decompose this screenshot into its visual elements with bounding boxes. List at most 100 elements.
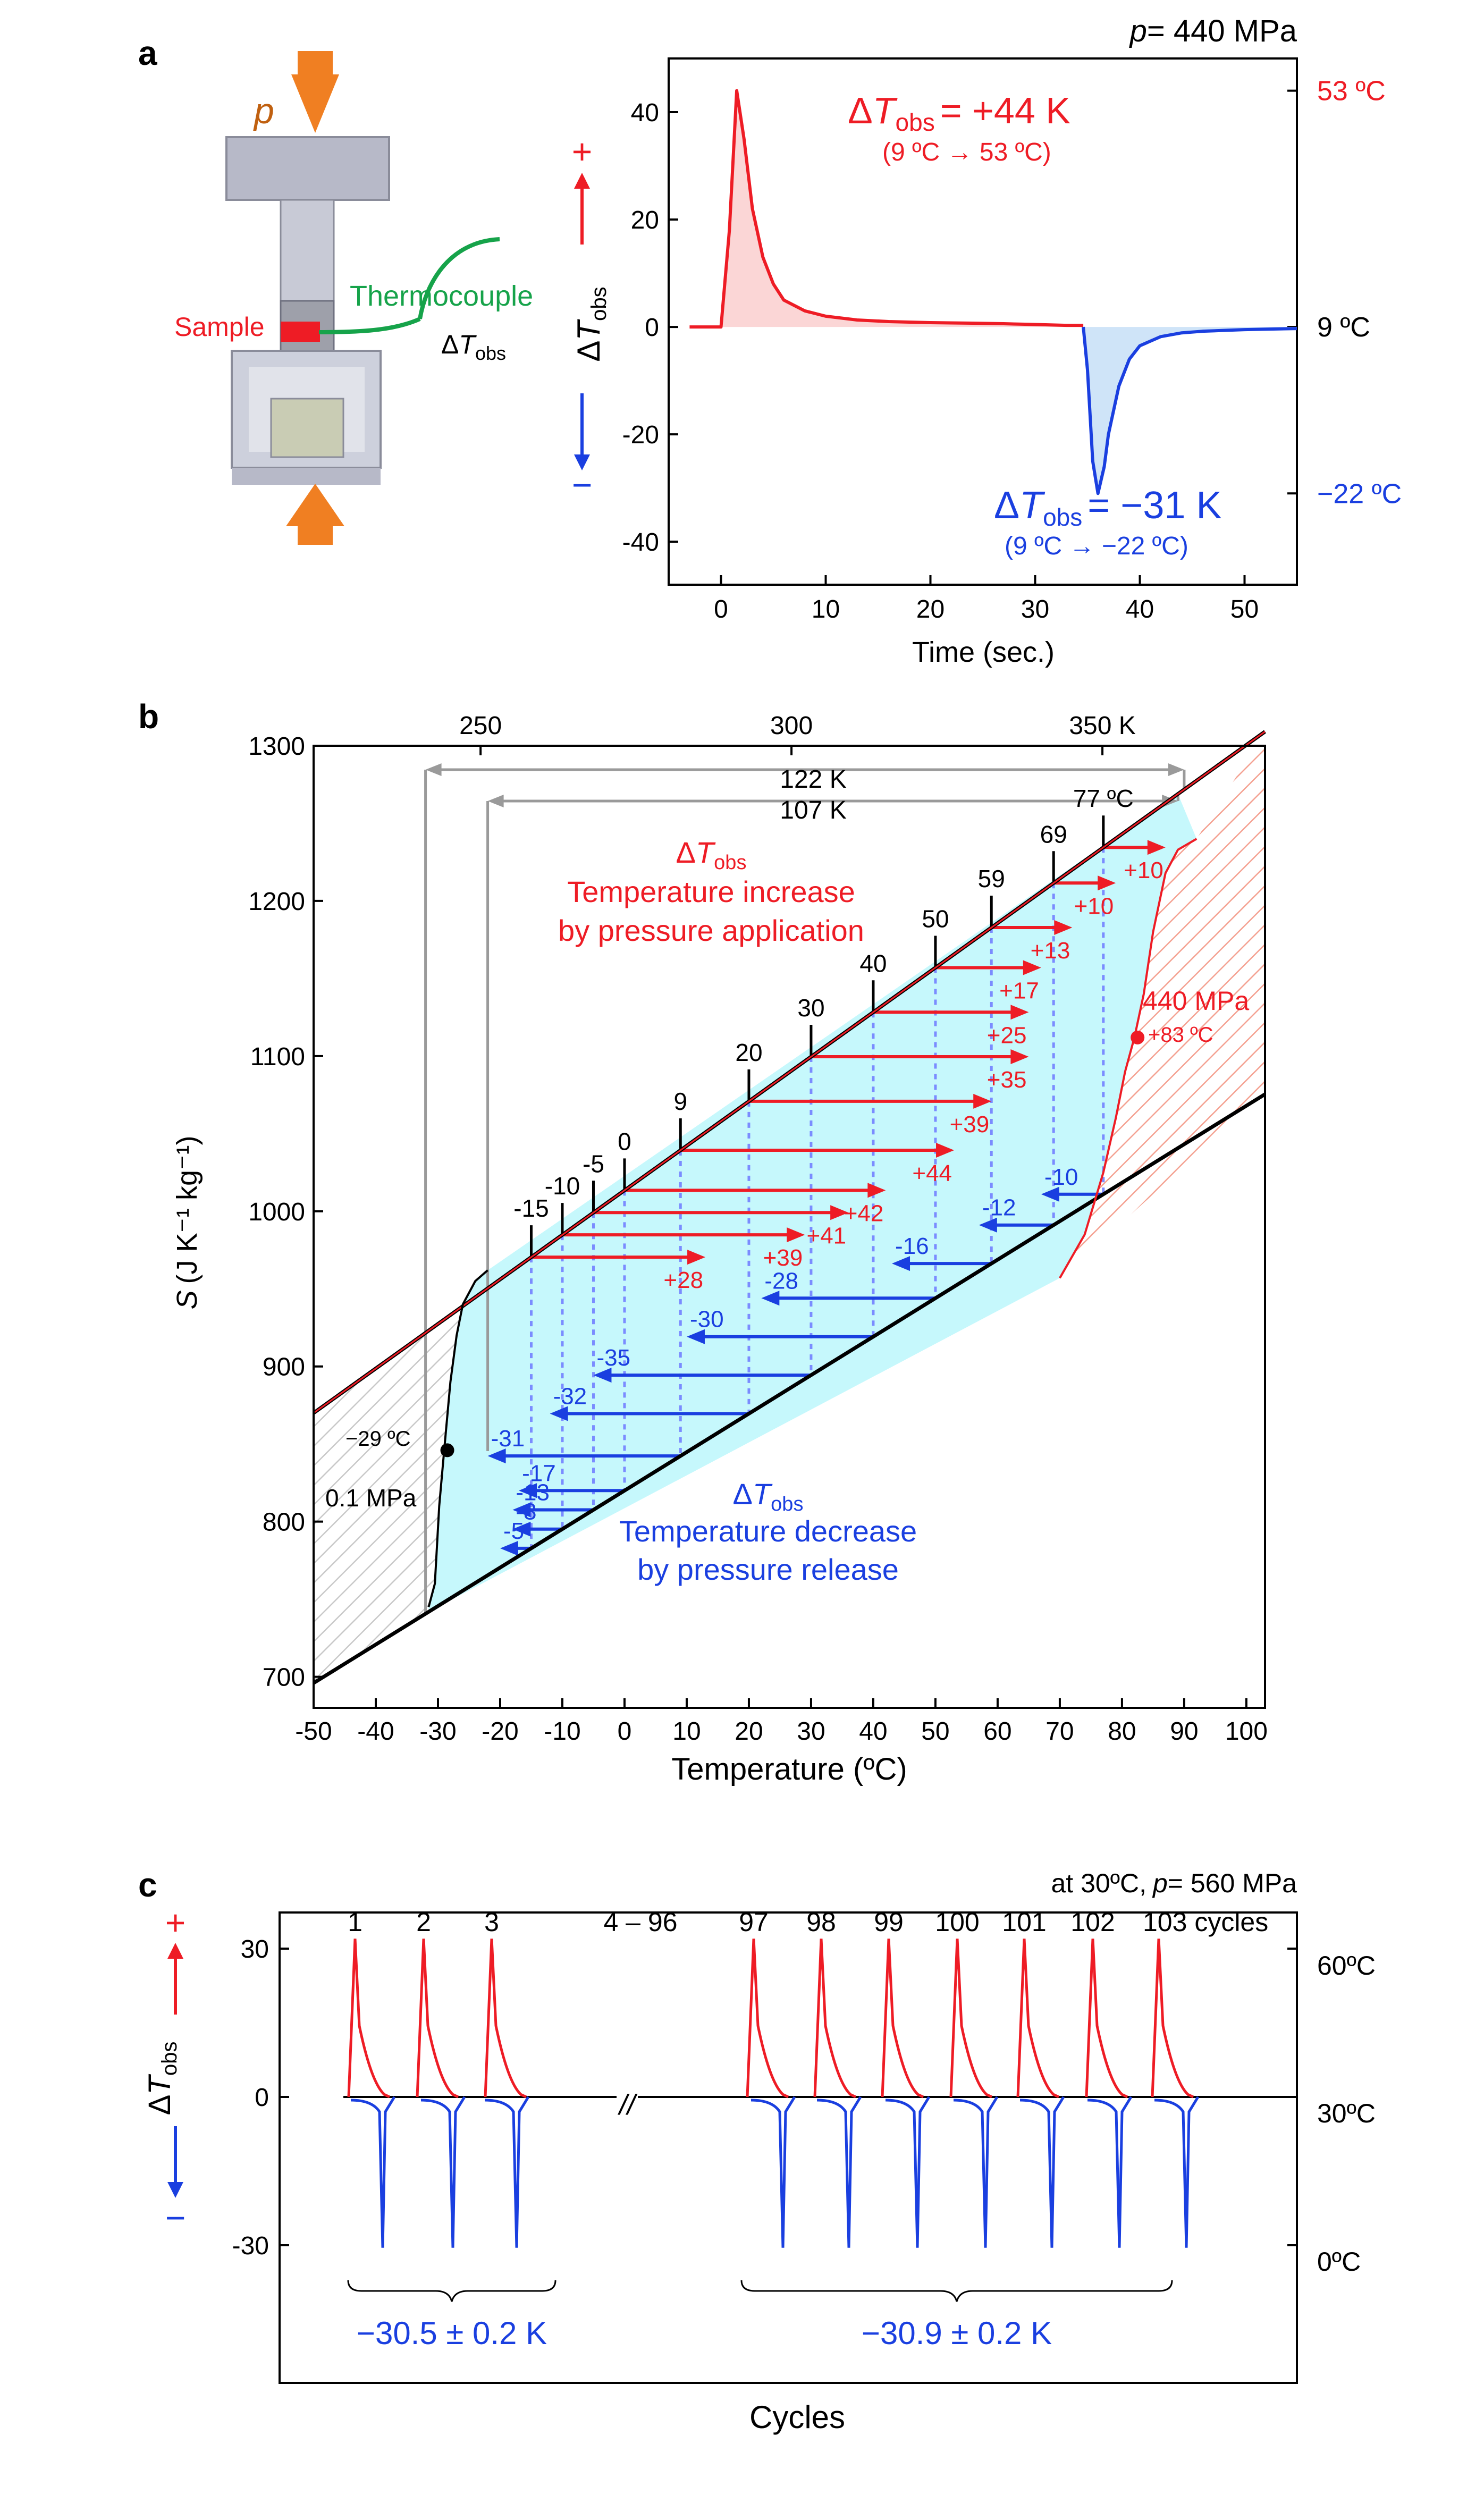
x-tick-label: -20 (482, 1717, 518, 1746)
cool-arrowhead (761, 1291, 780, 1306)
heat-label: +42 (844, 1200, 884, 1226)
y-tick-label: 700 (263, 1664, 305, 1692)
brace-left-label: −30.5 ± 0.2 K (357, 2315, 547, 2351)
cool-spike (350, 2096, 396, 2248)
x-tick-label: 10 (812, 595, 840, 623)
start-label: 40 (859, 949, 887, 977)
cool-arrowhead (550, 1406, 568, 1421)
x-tick-label: -30 (419, 1717, 456, 1746)
ref-arrowhead (425, 763, 442, 776)
start-label: 77 ºC (1073, 785, 1134, 812)
heat-spike (949, 1939, 993, 2099)
chart-c-series: 1 2 3 97 98 99 100 101 102 103 cycles 4 – 96 (343, 1907, 1297, 2248)
cool-spike (1019, 2096, 1065, 2248)
chart-b-frame (313, 745, 1266, 1709)
cool-label: -30 (690, 1307, 724, 1333)
lower-title-1: ΔTobs (733, 1477, 804, 1515)
y-tick-label: 1200 (248, 888, 305, 916)
cool-spike (420, 2096, 466, 2248)
sample-label: Sample (174, 312, 265, 342)
y-tick-label: 800 (263, 1509, 305, 1537)
point-83c (1131, 1030, 1145, 1044)
top-tick-label: 350 K (1069, 712, 1135, 740)
heat-label: +10 (1124, 857, 1163, 883)
start-label: 9 (673, 1088, 687, 1115)
start-label: 69 (1040, 820, 1067, 848)
heat-arrowhead (1054, 920, 1073, 936)
cool-label: -10 (1044, 1164, 1078, 1190)
heat-spike (1016, 1939, 1060, 2099)
heat-arrowhead (1098, 875, 1116, 891)
cool-arrowhead (487, 1448, 506, 1464)
cycle-label: 99 (874, 1907, 904, 1937)
cycle-label: 97 (739, 1907, 769, 1937)
right-label-53c: 53 ºC (1317, 76, 1386, 107)
heat-arrowhead (830, 1205, 849, 1220)
y-tick-label: 1100 (250, 1043, 305, 1071)
heat-spike (347, 1939, 391, 2099)
cool-arrowhead (512, 1521, 531, 1537)
upper-title-1: ΔTobs (676, 836, 747, 874)
chart-c-ylabel: ΔTobs (142, 2042, 181, 2116)
series-fill-0 (689, 90, 1084, 327)
top-tick-label: 300 (770, 712, 813, 740)
start-label: -5 (583, 1150, 604, 1177)
minus-sign: − (572, 465, 593, 504)
cool-arrowhead (892, 1256, 910, 1271)
y-tick-label: -40 (622, 528, 659, 557)
chart-a-title: p= 440 MPa (1129, 14, 1297, 48)
cycle-label: 2 (416, 1907, 431, 1937)
lower-title-2: Temperature decrease (619, 1514, 917, 1548)
c-plus-sign: + (165, 1903, 186, 1942)
chart-a-series (689, 89, 1297, 495)
y-tick-label: 900 (263, 1353, 305, 1381)
x-tick-label: 20 (916, 595, 945, 623)
start-label: -10 (545, 1172, 580, 1200)
cool-arrowhead (593, 1368, 612, 1383)
top-tick-label: 250 (459, 712, 502, 740)
y-tick-label: 1300 (248, 732, 305, 761)
y-tick-label: 0 (645, 314, 659, 342)
label-m29c: −29 ºC (345, 1427, 410, 1451)
panel-a: a p Thermocouple Sample ΔTobs 0 10 20 30 40 5… (138, 14, 1402, 668)
heat-spike (746, 1939, 789, 2099)
heat-arrowhead (1010, 1005, 1029, 1020)
x-tick-label: 0 (618, 1717, 632, 1746)
y-tick-label: 0 (255, 2084, 269, 2112)
cool-label: -12 (982, 1195, 1016, 1221)
panel-label-b: b (138, 697, 159, 736)
right-label-9c: 9 ºC (1317, 312, 1370, 343)
thermocouple-label: Thermocouple (350, 280, 533, 312)
pressure-arrow-top-icon (291, 74, 339, 133)
chart-b-xlabel: Temperature (ºC) (671, 1752, 907, 1787)
chart-a-frame (668, 57, 1298, 586)
pressure-p-label: p (253, 91, 274, 131)
cool-spike (1087, 2096, 1133, 2248)
panel-c: c at 30ºC, p= 560 MPa 30 0 -30 1 2 3 97 98 99 100… (138, 1866, 1376, 2435)
span-107k: 107 K (780, 796, 846, 824)
cool-label: -31 (491, 1426, 525, 1452)
x-tick-label: 50 (921, 1717, 949, 1746)
annot-cool-main: ΔTobs = −31 K (994, 484, 1221, 531)
label-01mpa: 0.1 MPa (325, 1484, 417, 1512)
annot-heat-sub: (9 ºC → 53 ºC) (882, 138, 1051, 166)
lower-title-3: by pressure release (637, 1553, 899, 1586)
ref-arrowhead (1168, 763, 1184, 776)
brace-right-label: −30.9 ± 0.2 K (862, 2315, 1052, 2351)
cool-arrowhead (519, 1483, 537, 1498)
transition-region (428, 794, 1197, 1612)
x-tick-label: -40 (357, 1717, 394, 1746)
heat-spike (881, 1939, 924, 2099)
y-tick-label: 40 (631, 99, 659, 127)
chart-a-xlabel: Time (sec.) (912, 636, 1055, 668)
heat-arrowhead (867, 1183, 886, 1198)
entropy-line-lower (313, 1092, 1266, 1685)
heat-arrowhead (1147, 840, 1166, 855)
heat-label: +41 (807, 1223, 847, 1249)
x-tick-label: 70 (1045, 1717, 1074, 1746)
cool-spike (885, 2096, 931, 2248)
panel-label-a: a (138, 34, 157, 72)
